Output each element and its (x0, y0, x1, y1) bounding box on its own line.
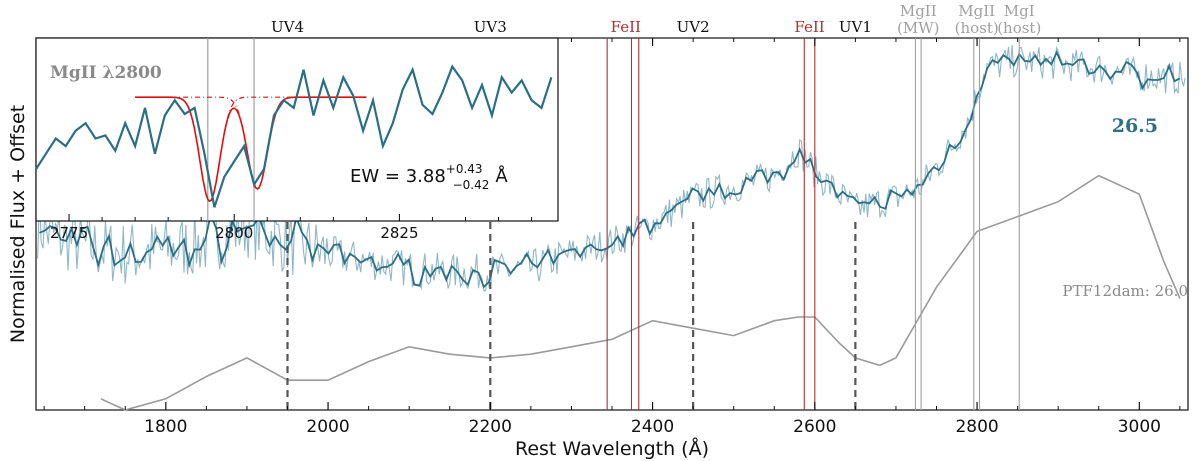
raw-spectrum-group (37, 44, 1186, 292)
ew-value: EW = 3.88 (350, 166, 446, 187)
x-tick-label: 2200 (469, 417, 512, 437)
x-tick-label: 2000 (306, 417, 349, 437)
feature-label-mgii-host-: MgII (host) (955, 2, 999, 37)
raw-spectrum-line (37, 44, 1186, 292)
ew-annotation: EW = 3.88+0.43 −0.42 Å (350, 162, 508, 192)
feature-label-mgii-mw-: MgII (MW) (897, 2, 939, 37)
feature-label-line2: (MW) (897, 19, 939, 37)
feature-label-mgi-host-: MgI (host) (997, 2, 1041, 37)
binned-spectrum-group (39, 50, 1181, 289)
feature-label-line1: MgII (900, 2, 937, 20)
inset-x-tick-label: 2800 (215, 224, 253, 242)
template-series-line (100, 174, 1181, 411)
ew-upper-error: +0.43 (446, 162, 483, 176)
y-axis-label: Normalised Flux + Offset (7, 105, 29, 343)
inset-reference-lines (207, 38, 255, 221)
inset-spectrum-line (35, 64, 553, 208)
feature-label-feii: FeII (794, 18, 824, 36)
template-spectrum-group (100, 174, 1181, 411)
feature-lines-group (286, 38, 1020, 410)
x-tick-label: 1800 (144, 417, 187, 437)
feature-label-feii: FeII (611, 18, 641, 36)
inset-title: MgII λ2800 (50, 63, 162, 83)
x-tick-label: 2600 (793, 417, 836, 437)
x-ticks-group: 1800 2000 2200 2400 2600 2800 3000 (43, 38, 1181, 437)
inset-spectrum-group (35, 64, 553, 208)
x-tick-label: 3000 (1118, 417, 1161, 437)
ew-unit: Å (495, 165, 508, 187)
feature-label-line1: MgII (958, 2, 995, 20)
x-axis-label: Rest Wavelength (Å) (515, 437, 709, 460)
feature-label-uv4: UV4 (271, 18, 304, 36)
ew-lower-error: −0.42 (453, 178, 490, 192)
feature-label-line1: MgI (1004, 2, 1035, 20)
inset-x-ticks: 2775 2800 2825 (35, 214, 533, 242)
source-label: 26.5 (1112, 115, 1158, 137)
feature-label-uv2: UV2 (677, 18, 710, 36)
feature-label-line2: (host) (997, 19, 1041, 37)
template-label: PTF12dam: 26.0 (1062, 282, 1188, 300)
feature-label-uv3: UV3 (474, 18, 507, 36)
inset-x-tick-label: 2825 (380, 224, 418, 242)
binned-spectrum-line (39, 50, 1181, 289)
inset-panel: 2775 2800 2825 MgII λ2800 EW = 3.88+0.43 −0… (35, 37, 559, 242)
feature-label-uv1: UV1 (839, 18, 872, 36)
feature-label-line2: (host) (955, 19, 999, 37)
inset-x-tick-label: 2775 (50, 224, 88, 242)
x-tick-label: 2800 (955, 417, 998, 437)
x-tick-label: 2400 (631, 417, 674, 437)
